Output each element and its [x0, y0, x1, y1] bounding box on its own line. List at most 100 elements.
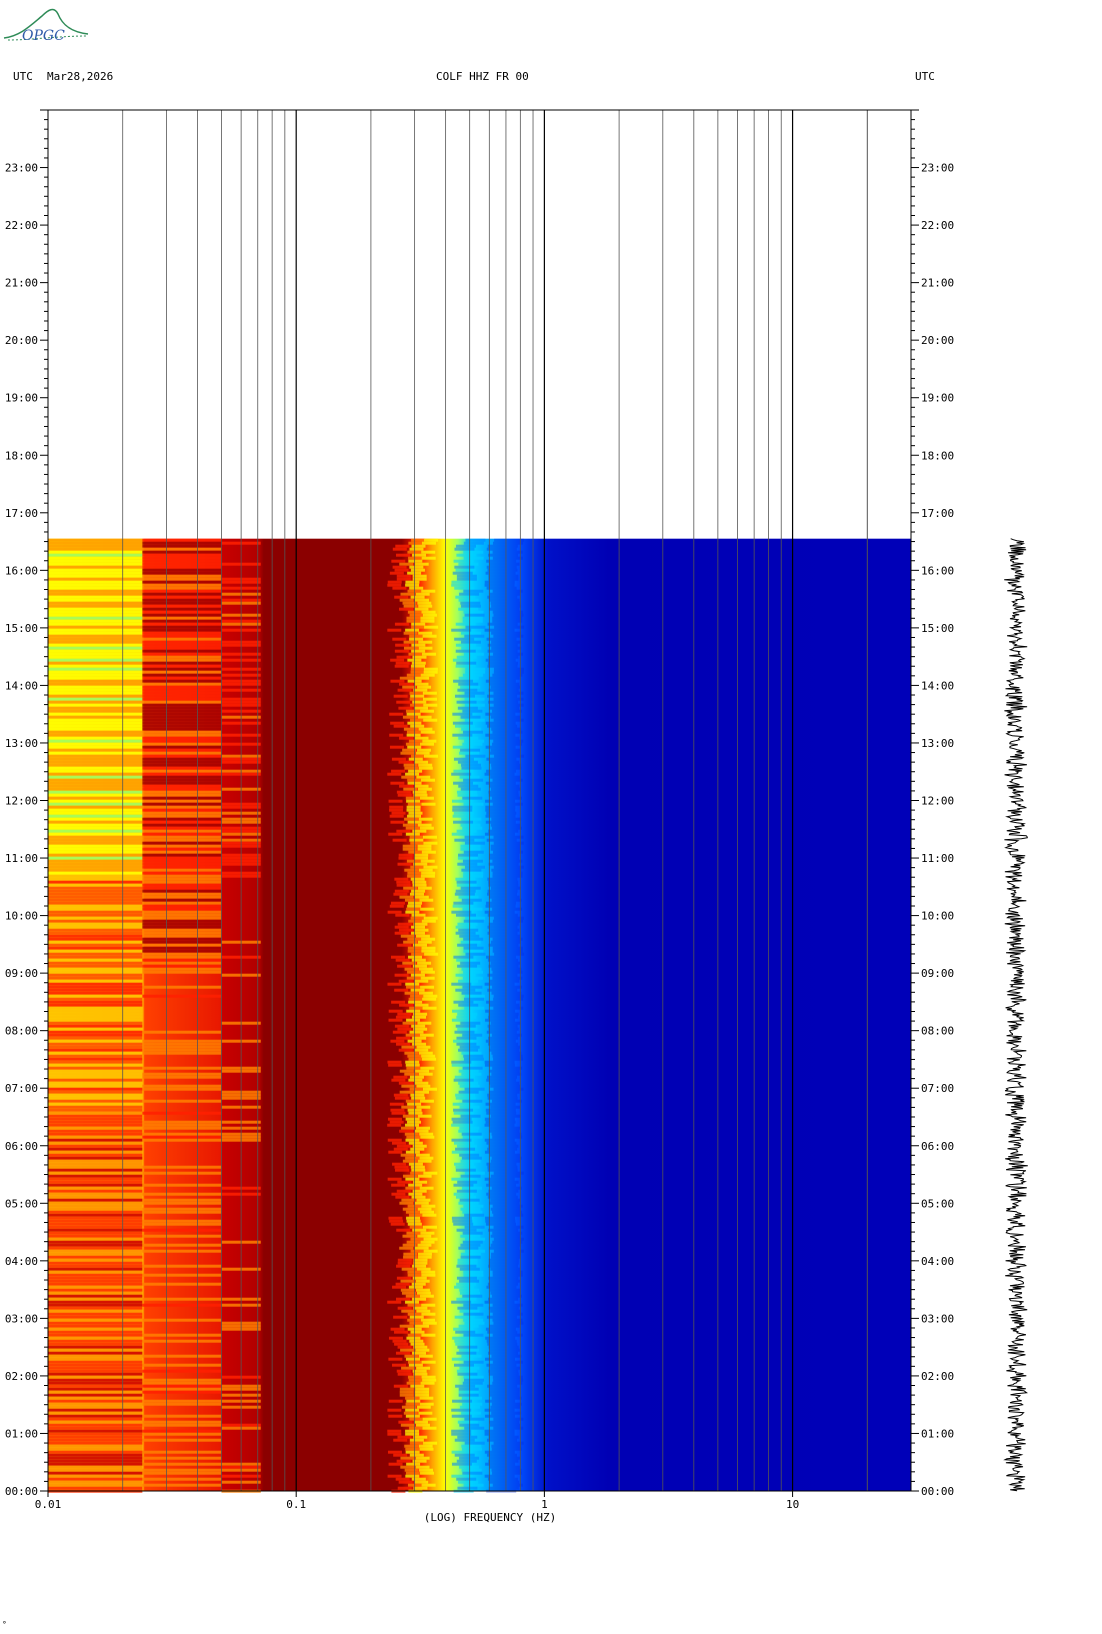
- stripe-transition-red: [402, 748, 417, 752]
- stripe-band2: [142, 553, 222, 557]
- stripe-band1: [48, 1021, 143, 1025]
- stripe-band2: [142, 1432, 222, 1436]
- stripe-band1: [48, 1087, 143, 1091]
- stripe-transition-cyan: [456, 661, 477, 665]
- stripe-band2: [142, 721, 222, 725]
- stripe-band2: [142, 787, 222, 791]
- stripe-transition-yellow: [410, 1147, 425, 1151]
- stripe-transition-yellow: [405, 1300, 420, 1304]
- stripe-transition-cyan: [461, 646, 482, 650]
- stripe-transition-blue: [484, 1060, 515, 1064]
- stripe-band1: [48, 1351, 143, 1355]
- stripe-band1: [48, 610, 143, 614]
- stripe-band1: [48, 1171, 143, 1175]
- stripe-transition-cyan: [455, 1168, 476, 1172]
- stripe-transition-blue: [489, 856, 520, 860]
- stripe-transition-cyan: [462, 985, 483, 989]
- stripe-transition-yellow: [415, 676, 430, 680]
- stripe-transition-cyan: [456, 655, 477, 659]
- stripe-transition-yellow: [405, 1063, 420, 1067]
- stripe-transition-blue: [486, 1000, 517, 1004]
- stripe-transition-blue: [484, 1408, 515, 1412]
- stripe-transition-cyan: [451, 1462, 472, 1466]
- stripe-transition-yellow: [412, 1189, 427, 1193]
- stripe-transition-yellow: [420, 673, 435, 677]
- stripe-transition-yellow: [411, 931, 426, 935]
- stripe-transition-red: [387, 580, 402, 584]
- stripe-band2: [142, 1183, 222, 1187]
- stripe-transition-blue: [493, 1249, 524, 1253]
- stripe-band1: [48, 1480, 143, 1484]
- stripe-transition-cyan: [460, 601, 481, 605]
- stripe-transition-yellow: [409, 1075, 424, 1079]
- stripe-transition-cyan: [451, 910, 472, 914]
- stripe-transition-cyan: [454, 1162, 475, 1166]
- stripe-band1: [48, 1132, 143, 1136]
- stripe-band2: [142, 1198, 222, 1202]
- stripe-band2: [142, 586, 222, 590]
- stripe-transition-yellow: [415, 1456, 430, 1460]
- stripe-band1: [48, 694, 143, 698]
- stripe-transition-yellow: [418, 1444, 433, 1448]
- stripe-transition-red: [405, 1033, 420, 1037]
- stripe-band1: [48, 652, 143, 656]
- stripe-band1: [48, 550, 143, 554]
- stripe-band1: [48, 1450, 143, 1454]
- stripe-band2: [142, 562, 222, 566]
- stripe-transition-cyan: [464, 1006, 485, 1010]
- stripe-band1: [48, 733, 143, 737]
- stripe-transition-blue: [492, 1210, 523, 1214]
- stripe-transition-red: [398, 760, 413, 764]
- stripe-band1: [48, 892, 143, 896]
- stripe-band1: [48, 832, 143, 836]
- stripe-band1: [48, 1210, 143, 1214]
- stripe-band2: [142, 1414, 222, 1418]
- stripe-transition-blue: [492, 550, 523, 554]
- stripe-transition-blue: [489, 1069, 520, 1073]
- stripe-transition-cyan: [455, 931, 476, 935]
- stripe-transition-yellow: [411, 1096, 426, 1100]
- stripe-transition-yellow: [406, 733, 421, 737]
- stripe-transition-blue: [486, 1285, 517, 1289]
- stripe-band1: [48, 850, 143, 854]
- stripe-transition-red: [406, 619, 421, 623]
- stripe-transition-yellow: [411, 622, 426, 626]
- stripe-band1: [48, 994, 143, 998]
- stripe-transition-red: [400, 592, 415, 596]
- stripe-transition-blue: [491, 1072, 522, 1076]
- stripe-band2: [142, 1456, 222, 1460]
- stripe-band2: [142, 1384, 222, 1388]
- stripe-transition-cyan: [465, 916, 486, 920]
- stripe-band2: [142, 1450, 222, 1454]
- stripe-transition-red: [408, 850, 423, 854]
- stripe-transition-blue: [485, 808, 516, 812]
- stripe-transition-cyan: [463, 874, 484, 878]
- stripe-band2: [142, 625, 222, 629]
- stripe-transition-red: [402, 961, 417, 965]
- stripe-band2: [142, 1120, 222, 1124]
- stripe-transition-yellow: [405, 1177, 420, 1181]
- stripe-band2: [142, 859, 222, 863]
- stripe-transition-blue: [485, 1357, 516, 1361]
- stripe-transition-cyan: [453, 559, 474, 563]
- stripe-transition-blue: [484, 628, 515, 632]
- stripe-band2: [142, 1303, 222, 1307]
- stripe-transition-red: [410, 1249, 425, 1253]
- stripe-band2: [142, 778, 222, 782]
- stripe-band1: [48, 1207, 143, 1211]
- stripe-transition-yellow: [417, 886, 432, 890]
- stripe-transition-red: [390, 658, 405, 662]
- stripe-band1: [48, 796, 143, 800]
- stripe-band1: [48, 952, 143, 956]
- stripe-transition-blue: [487, 1384, 518, 1388]
- stripe-transition-blue: [488, 1027, 519, 1031]
- stripe-band2: [142, 796, 222, 800]
- stripe-transition-cyan: [455, 1147, 476, 1151]
- stripe-transition-blue: [486, 769, 517, 773]
- stripe-transition-cyan: [463, 919, 484, 923]
- stripe-transition-blue: [492, 1054, 523, 1058]
- stripe-band2: [142, 808, 222, 812]
- stripe-transition-cyan: [465, 538, 486, 542]
- stripe-transition-blue: [487, 889, 518, 893]
- stripe-band1: [48, 721, 143, 725]
